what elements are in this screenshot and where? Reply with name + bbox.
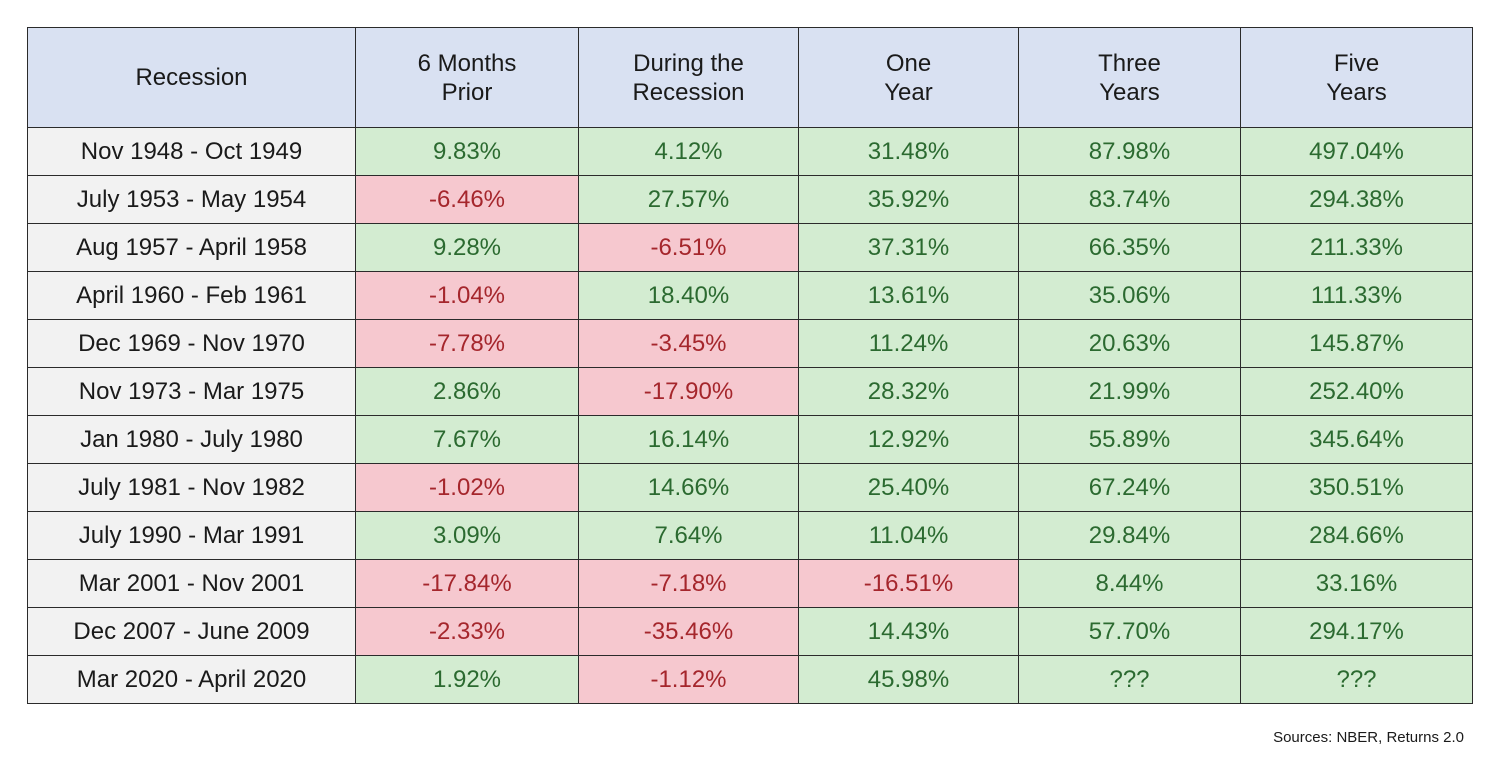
return-cell: 345.64% [1240,415,1473,464]
table-row: July 1990 - Mar 1991 3.09% 7.64% 11.04% 29.8… [27,511,1473,560]
return-cell: 16.14% [578,415,799,464]
header-row: Recession 6 Months Prior During the Recessio… [27,27,1473,128]
return-cell: 3.09% [355,511,579,560]
return-cell: 9.83% [355,127,579,176]
return-cell: -17.90% [578,367,799,416]
return-cell: 18.40% [578,271,799,320]
return-cell: -1.04% [355,271,579,320]
header-cell: Three Years [1018,27,1241,128]
recession-cell: Jan 1980 - July 1980 [27,415,356,464]
return-cell: 294.38% [1240,175,1473,224]
return-cell: -1.12% [578,655,799,704]
table-row: April 1960 - Feb 1961 -1.04% 18.40% 13.61% 3… [27,271,1473,320]
return-cell: -7.18% [578,559,799,608]
table-row: Mar 2001 - Nov 2001 -17.84% -7.18% -16.51% 8… [27,559,1473,608]
return-cell: -16.51% [798,559,1019,608]
recession-cell: Dec 1969 - Nov 1970 [27,319,356,368]
return-cell: 45.98% [798,655,1019,704]
return-cell: 25.40% [798,463,1019,512]
table-row: Dec 2007 - June 2009 -2.33% -35.46% 14.43% 5… [27,607,1473,656]
return-cell: 11.24% [798,319,1019,368]
table-row: Jan 1980 - July 1980 7.67% 16.14% 12.92% 55.… [27,415,1473,464]
recession-cell: April 1960 - Feb 1961 [27,271,356,320]
return-cell: 35.92% [798,175,1019,224]
return-cell: 4.12% [578,127,799,176]
return-cell: 28.32% [798,367,1019,416]
return-cell: -1.02% [355,463,579,512]
return-cell: 57.70% [1018,607,1241,656]
return-cell: 33.16% [1240,559,1473,608]
header-cell: 6 Months Prior [355,27,579,128]
table-row: July 1981 - Nov 1982 -1.02% 14.66% 25.40% 67… [27,463,1473,512]
recession-cell: July 1953 - May 1954 [27,175,356,224]
return-cell: 8.44% [1018,559,1241,608]
return-cell: 145.87% [1240,319,1473,368]
header-cell: One Year [798,27,1019,128]
recession-cell: Mar 2020 - April 2020 [27,655,356,704]
recession-cell: Nov 1973 - Mar 1975 [27,367,356,416]
recession-cell: Aug 1957 - April 1958 [27,223,356,272]
table-body: Nov 1948 - Oct 1949 9.83% 4.12% 31.48% 87.98… [27,127,1473,704]
return-cell: 35.06% [1018,271,1241,320]
return-cell: -2.33% [355,607,579,656]
table-row: Nov 1973 - Mar 1975 2.86% -17.90% 28.32% 21.… [27,367,1473,416]
return-cell: 20.63% [1018,319,1241,368]
return-cell: 87.98% [1018,127,1241,176]
returns-table: Recession 6 Months Prior During the Recessio… [27,27,1473,704]
return-cell: 1.92% [355,655,579,704]
recession-cell: Nov 1948 - Oct 1949 [27,127,356,176]
return-cell: ??? [1240,655,1473,704]
return-cell: 29.84% [1018,511,1241,560]
return-cell: 7.67% [355,415,579,464]
return-cell: 211.33% [1240,223,1473,272]
return-cell: 14.43% [798,607,1019,656]
header-cell: During the Recession [578,27,799,128]
return-cell: 252.40% [1240,367,1473,416]
return-cell: 13.61% [798,271,1019,320]
recession-cell: July 1981 - Nov 1982 [27,463,356,512]
recession-cell: Mar 2001 - Nov 2001 [27,559,356,608]
return-cell: 497.04% [1240,127,1473,176]
recession-cell: July 1990 - Mar 1991 [27,511,356,560]
return-cell: 66.35% [1018,223,1241,272]
return-cell: -17.84% [355,559,579,608]
return-cell: -6.46% [355,175,579,224]
recession-cell: Dec 2007 - June 2009 [27,607,356,656]
return-cell: 37.31% [798,223,1019,272]
source-note: Sources: NBER, Returns 2.0 [1273,729,1464,746]
return-cell: 14.66% [578,463,799,512]
return-cell: 67.24% [1018,463,1241,512]
table-row: Dec 1969 - Nov 1970 -7.78% -3.45% 11.24% 20.… [27,319,1473,368]
return-cell: 12.92% [798,415,1019,464]
header-cell: Recession [27,27,356,128]
return-cell: 111.33% [1240,271,1473,320]
return-cell: 83.74% [1018,175,1241,224]
return-cell: 284.66% [1240,511,1473,560]
return-cell: 31.48% [798,127,1019,176]
return-cell: -35.46% [578,607,799,656]
return-cell: 27.57% [578,175,799,224]
header-cell: Five Years [1240,27,1473,128]
return-cell: 7.64% [578,511,799,560]
return-cell: -6.51% [578,223,799,272]
table-row: Mar 2020 - April 2020 1.92% -1.12% 45.98%??… [27,655,1473,704]
return-cell: 2.86% [355,367,579,416]
table-row: Nov 1948 - Oct 1949 9.83% 4.12% 31.48% 87.98… [27,127,1473,176]
return-cell: 11.04% [798,511,1019,560]
return-cell: 9.28% [355,223,579,272]
return-cell: -3.45% [578,319,799,368]
return-cell: 294.17% [1240,607,1473,656]
return-cell: 21.99% [1018,367,1241,416]
return-cell: 350.51% [1240,463,1473,512]
table-row: July 1953 - May 1954 -6.46% 27.57% 35.92% 83… [27,175,1473,224]
return-cell: -7.78% [355,319,579,368]
table-row: Aug 1957 - April 1958 9.28% -6.51% 37.31% 66… [27,223,1473,272]
return-cell: ??? [1018,655,1241,704]
return-cell: 55.89% [1018,415,1241,464]
